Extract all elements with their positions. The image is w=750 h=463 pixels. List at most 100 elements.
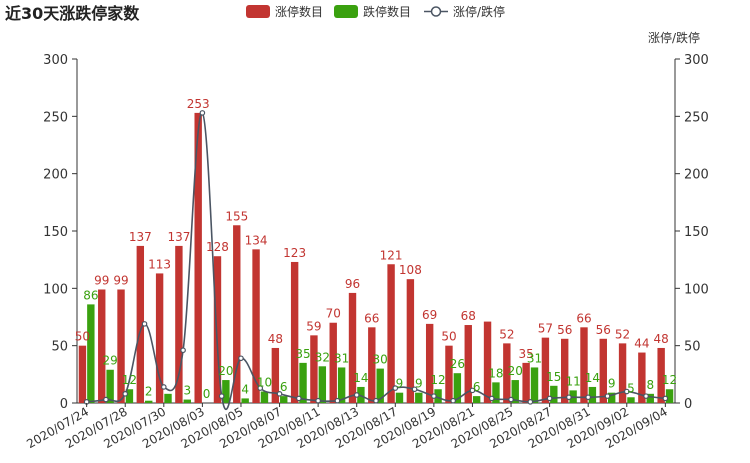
legend-label: 涨停/跌停 [453, 4, 505, 19]
bar-up [561, 338, 569, 403]
down-value-label: 12 [662, 373, 677, 387]
ratio-point [546, 395, 553, 402]
up-value-label: 52 [499, 327, 514, 341]
bar-up [78, 345, 87, 403]
y-left-tick-label: 100 [43, 282, 68, 297]
bar-up [522, 362, 530, 403]
down-value-label: 9 [608, 377, 616, 391]
limit-up-bars [78, 112, 665, 403]
bar-up [599, 338, 607, 403]
bar-down [260, 391, 269, 403]
bar-down [299, 362, 307, 403]
y-left-tick-label: 150 [43, 225, 68, 240]
up-value-label: 66 [576, 311, 591, 325]
down-value-label: 15 [546, 370, 561, 384]
bar-down [588, 386, 597, 403]
bar-down [434, 389, 442, 403]
ratio-point [315, 397, 321, 404]
bar-down [627, 397, 635, 403]
ratio-point [103, 396, 109, 403]
bar-up [406, 279, 415, 403]
chart-title: 近30天涨跌停家数 [5, 4, 140, 23]
up-value-label: 155 [225, 209, 248, 223]
ratio-point [450, 397, 456, 404]
up-value-label: 48 [654, 332, 669, 346]
down-value-label: 18 [488, 366, 503, 380]
ratio-point [353, 392, 360, 398]
down-value-label: 6 [473, 380, 481, 394]
y-right-tick-label: 300 [684, 53, 709, 68]
bar-down [376, 368, 384, 403]
ratio-point [122, 391, 129, 397]
up-value-label: 99 [94, 273, 109, 287]
bar-up [541, 337, 550, 403]
ratio-point [392, 385, 399, 391]
up-value-label: 69 [422, 308, 437, 322]
bar-up [657, 347, 665, 403]
down-value-label: 26 [450, 357, 465, 371]
ratio-point [373, 397, 379, 404]
down-value-label: 20 [218, 364, 233, 378]
y-right-tick-label: 200 [684, 168, 709, 183]
bar-up [98, 289, 106, 403]
ratio-point [180, 347, 186, 354]
bar-down [665, 389, 674, 403]
up-value-label: 50 [441, 330, 456, 344]
down-value-label: 14 [353, 371, 368, 385]
legend-swatch-up [246, 5, 270, 18]
bar-down [280, 396, 288, 403]
up-value-label: 48 [268, 332, 283, 346]
up-value-label: 70 [326, 307, 341, 321]
down-value-label: 10 [257, 376, 272, 390]
down-value-label: 12 [122, 373, 137, 387]
up-value-label: 66 [364, 311, 379, 325]
y-left-tick-label: 50 [51, 340, 68, 355]
bar-up [368, 327, 376, 403]
up-value-label: 134 [245, 233, 268, 247]
bar-up [425, 323, 434, 403]
ratio-point [141, 321, 148, 327]
ratio-point [643, 393, 649, 399]
bar-up [310, 335, 318, 403]
bar-up [329, 322, 337, 403]
bar-up [271, 347, 280, 403]
bar-up [213, 256, 222, 403]
bar-down [222, 380, 230, 403]
up-value-label: 35 [518, 347, 533, 361]
ratio-point [431, 393, 437, 399]
legend: 涨停数目 跌停数目 涨停/跌停 [246, 4, 505, 19]
up-value-label: 137 [167, 230, 190, 244]
bar-down [550, 385, 558, 403]
ratio-point [411, 386, 418, 393]
ratio-point [334, 397, 341, 404]
down-value-label: 6 [280, 380, 288, 394]
ratio-point [508, 396, 514, 403]
ratio-point [566, 394, 572, 401]
ratio-point [604, 393, 611, 399]
up-value-label: 96 [345, 277, 360, 291]
up-value-label: 253 [187, 97, 210, 111]
bar-up [194, 112, 202, 403]
ratio-point [623, 388, 630, 395]
up-value-label: 128 [206, 240, 229, 254]
right-axis-name: 涨停/跌停 [648, 30, 700, 45]
ratio-line-series [83, 110, 669, 410]
up-value-label: 59 [306, 319, 321, 333]
ratio-point [296, 395, 302, 402]
ratio-point [662, 395, 669, 402]
down-value-label: 20 [508, 364, 523, 378]
up-value-label: 113 [148, 257, 171, 271]
bar-down [241, 398, 249, 403]
down-value-label: 30 [373, 353, 388, 367]
bar-down [125, 389, 134, 403]
ratio-point [161, 384, 167, 390]
y-right-tick-label: 250 [684, 110, 709, 125]
bar-down [492, 382, 500, 403]
bar-up [503, 343, 511, 403]
ratio-point [469, 387, 476, 394]
bar-down [183, 399, 191, 403]
down-value-label: 2 [145, 385, 153, 399]
up-value-label: 123 [283, 246, 306, 260]
